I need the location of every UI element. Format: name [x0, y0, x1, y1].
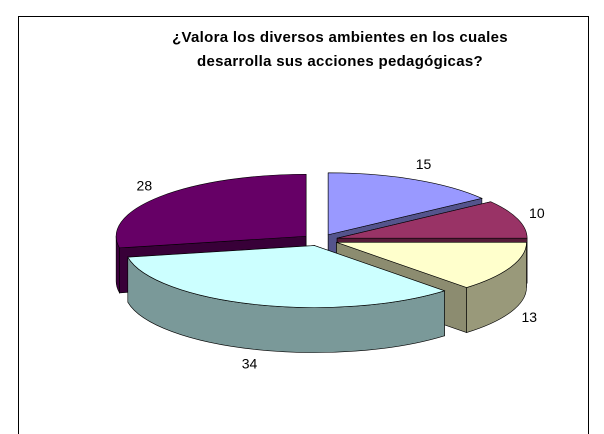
- slice: [115, 173, 307, 249]
- slice: [127, 245, 446, 308]
- data-label: 10: [529, 205, 545, 221]
- data-label: 28: [137, 177, 153, 193]
- data-label: 13: [521, 309, 537, 325]
- slice: [337, 201, 528, 239]
- slice: [336, 242, 527, 288]
- chart-title: desarrolla sus acciones pedagógicas?: [197, 53, 483, 70]
- chart-title: ¿Valora los diversos ambientes en los cu…: [172, 29, 508, 46]
- data-label: 15: [416, 156, 432, 172]
- data-label: 34: [242, 355, 258, 371]
- slice: [327, 172, 483, 236]
